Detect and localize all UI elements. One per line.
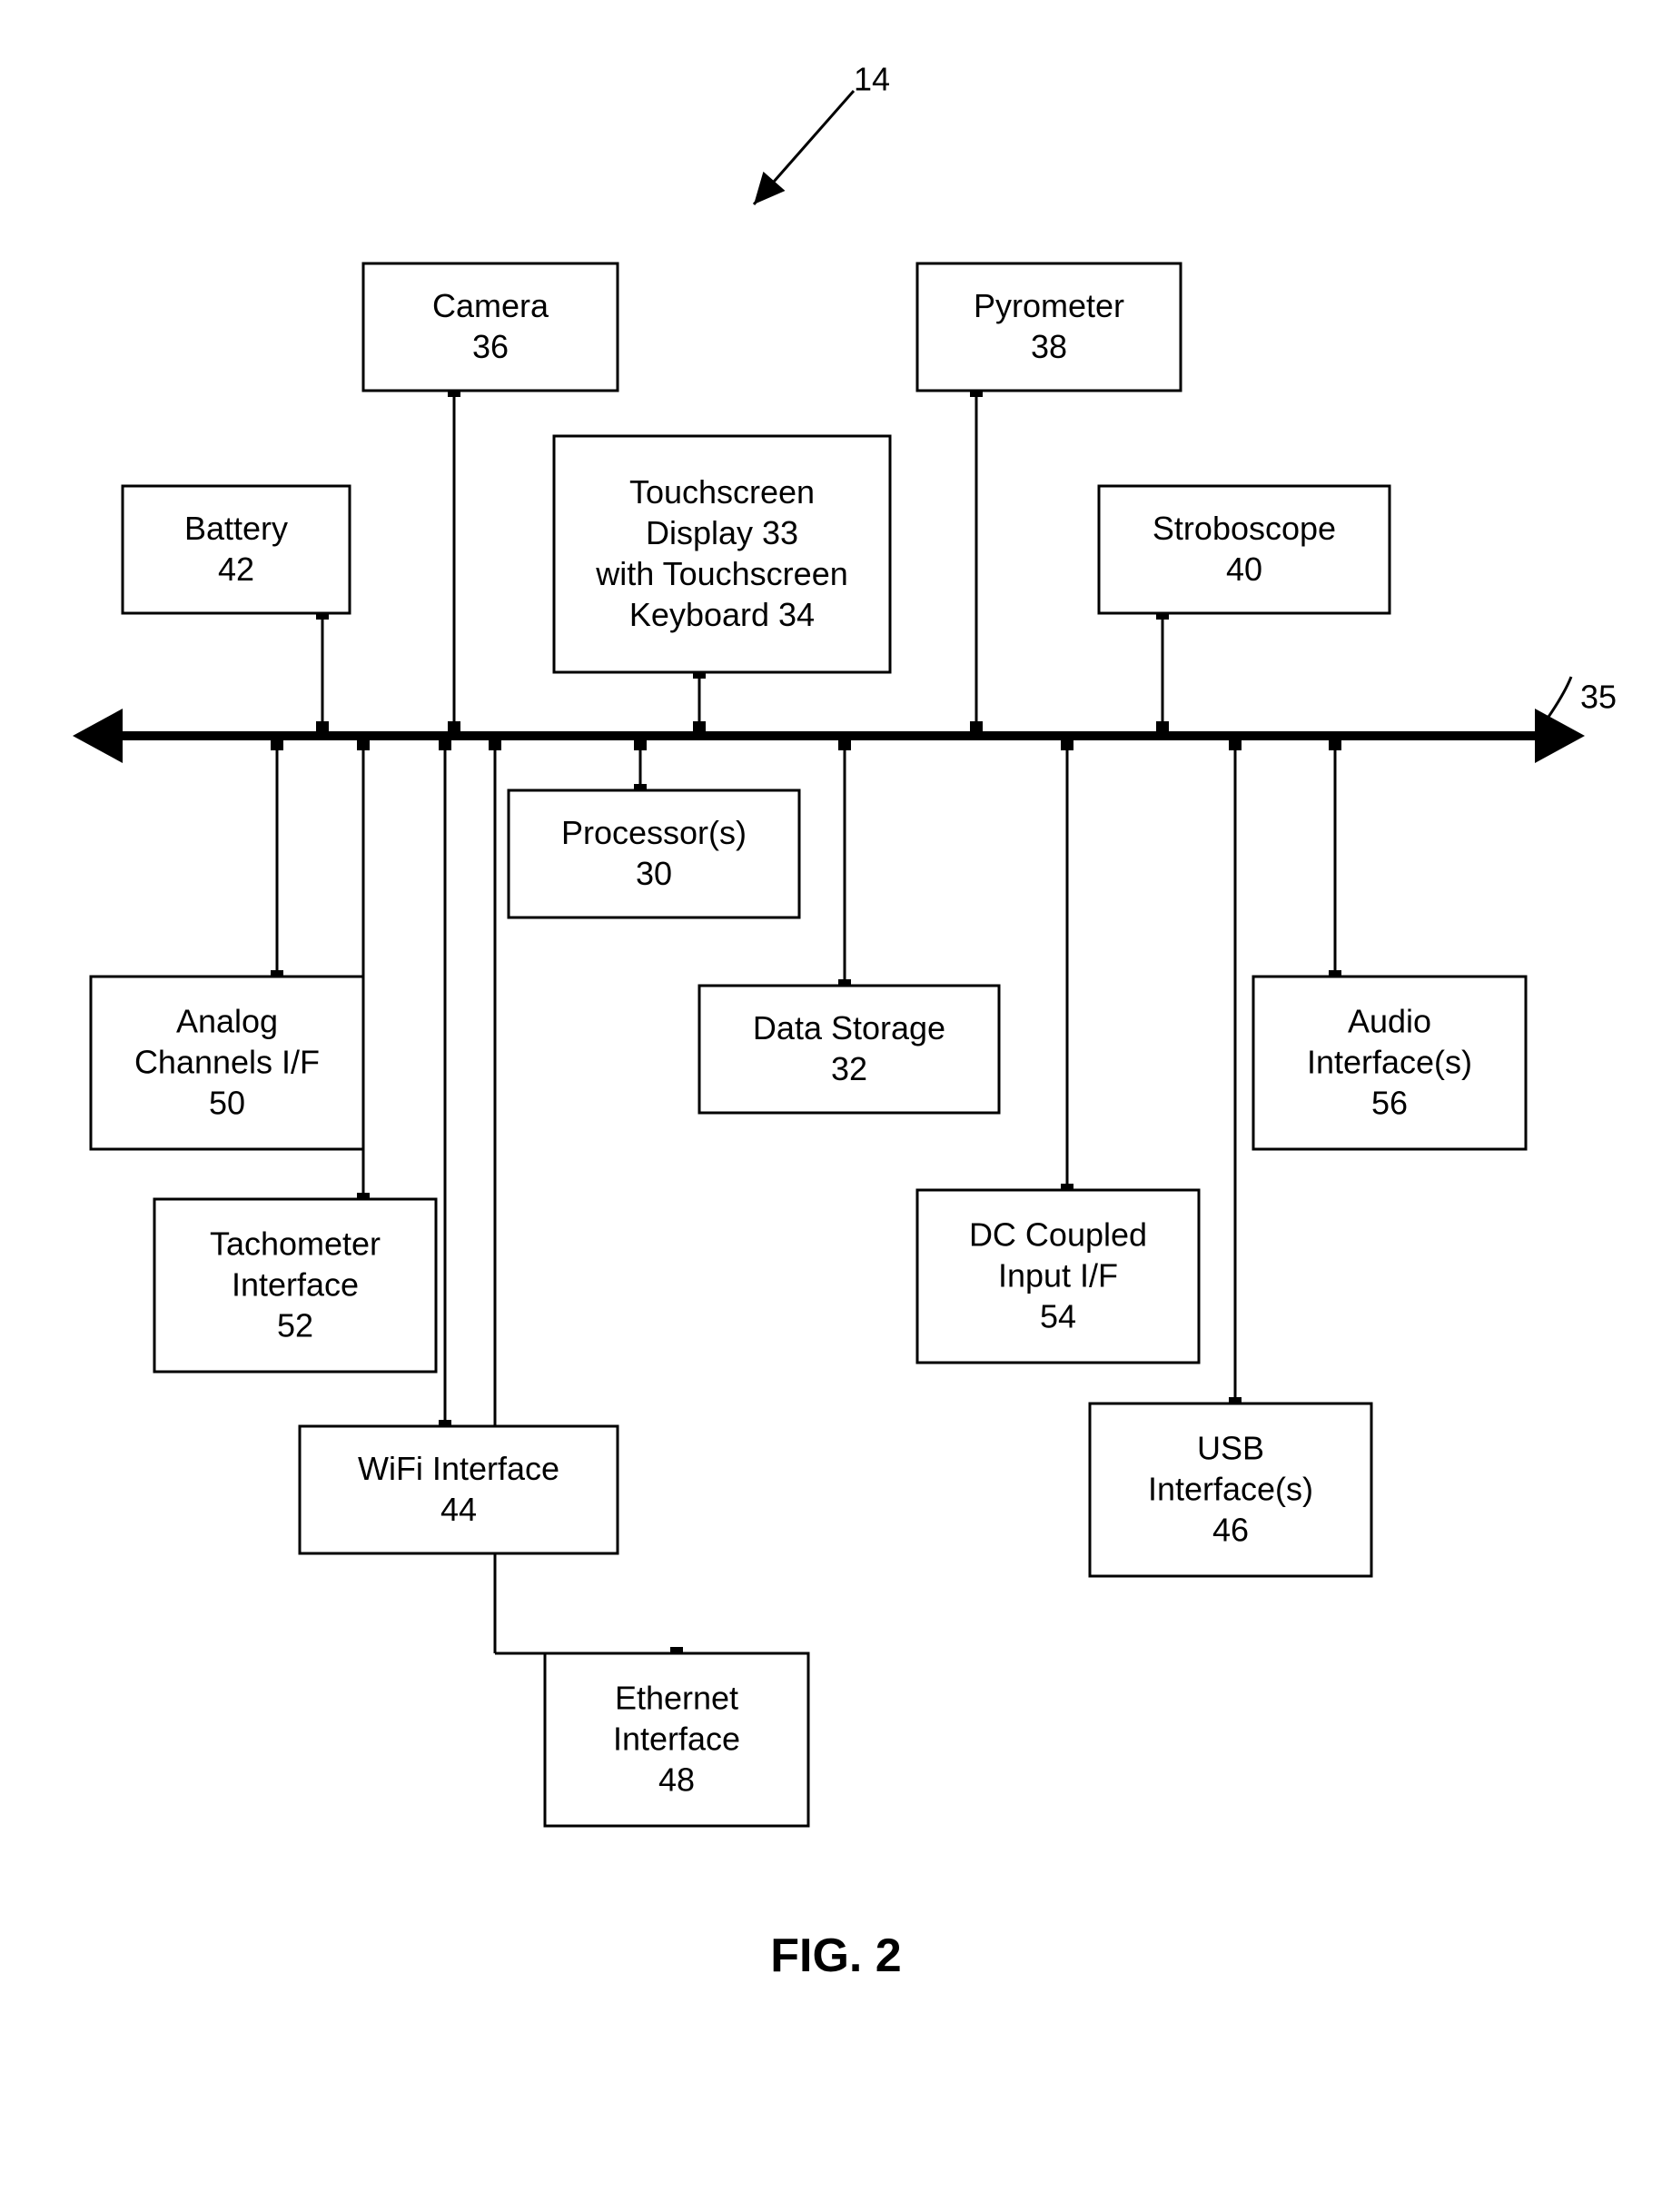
node-stroboscope: Stroboscope 40: [1099, 486, 1390, 613]
node-processor: Processor(s) 30: [509, 790, 799, 918]
svg-text:32: 32: [831, 1050, 867, 1087]
bus-arrow-right: [1535, 709, 1585, 763]
node-wifi: WiFi Interface 44: [300, 1426, 618, 1553]
svg-text:50: 50: [209, 1085, 245, 1122]
svg-text:38: 38: [1031, 328, 1067, 365]
device-ref-arrowhead: [754, 172, 785, 204]
svg-text:Keyboard 34: Keyboard 34: [629, 596, 815, 633]
svg-text:Interface(s): Interface(s): [1307, 1044, 1472, 1081]
node-datastorage: Data Storage 32: [699, 986, 999, 1113]
svg-text:52: 52: [277, 1307, 313, 1344]
svg-text:Display 33: Display 33: [646, 514, 798, 551]
svg-text:WiFi Interface: WiFi Interface: [358, 1450, 559, 1487]
svg-text:Interface(s): Interface(s): [1148, 1471, 1313, 1508]
svg-text:Ethernet: Ethernet: [615, 1680, 738, 1717]
node-tach: TachometerInterface52: [154, 1199, 436, 1372]
bus-arrow-left: [73, 709, 123, 763]
svg-text:Interface: Interface: [613, 1721, 740, 1758]
svg-text:48: 48: [658, 1761, 695, 1799]
svg-text:Stroboscope: Stroboscope: [1153, 510, 1336, 547]
node-audio: Audio Interface(s) 56: [1253, 977, 1526, 1149]
node-usb: USB Interface(s) 46: [1090, 1404, 1371, 1576]
svg-text:44: 44: [440, 1491, 477, 1528]
svg-text:56: 56: [1371, 1085, 1408, 1122]
svg-text:Processor(s): Processor(s): [561, 814, 747, 851]
svg-text:Channels I/F: Channels I/F: [134, 1044, 320, 1081]
svg-text:Tachometer: Tachometer: [210, 1225, 381, 1263]
svg-text:Data Storage: Data Storage: [753, 1009, 945, 1046]
node-touchscreen: TouchscreenDisplay 33 with Touchscreen Key…: [554, 436, 890, 672]
svg-text:35: 35: [1580, 679, 1617, 716]
svg-text:54: 54: [1040, 1298, 1076, 1335]
svg-text:USB: USB: [1197, 1430, 1264, 1467]
node-pyrometer: Pyrometer 38: [917, 263, 1181, 391]
svg-text:DC Coupled: DC Coupled: [969, 1216, 1147, 1254]
svg-text:Battery: Battery: [184, 510, 288, 547]
svg-text:42: 42: [218, 551, 254, 588]
svg-text:30: 30: [636, 855, 672, 892]
svg-text:Touchscreen: Touchscreen: [629, 473, 815, 511]
svg-text:Audio: Audio: [1348, 1003, 1431, 1040]
node-camera: Camera 36: [363, 263, 618, 391]
node-ethernet: Ethernet Interface48: [545, 1653, 808, 1826]
svg-text:40: 40: [1226, 551, 1262, 588]
svg-text:36: 36: [472, 328, 509, 365]
svg-text:Pyrometer: Pyrometer: [974, 287, 1124, 324]
svg-text:Input I/F: Input I/F: [998, 1257, 1118, 1294]
node-analog: Analog Channels I/F 50: [91, 977, 363, 1149]
node-dccoupled: DC CoupledInput I/F 54: [917, 1190, 1199, 1363]
svg-text:Analog: Analog: [176, 1003, 278, 1040]
svg-text:Interface: Interface: [232, 1266, 359, 1304]
svg-text:FIG. 2: FIG. 2: [770, 1929, 901, 1982]
svg-text:46: 46: [1212, 1512, 1249, 1549]
svg-text:with Touchscreen: with Touchscreen: [595, 555, 848, 592]
svg-text:14: 14: [854, 61, 890, 98]
svg-text:Camera: Camera: [432, 287, 549, 324]
node-battery: Battery 42: [123, 486, 350, 613]
